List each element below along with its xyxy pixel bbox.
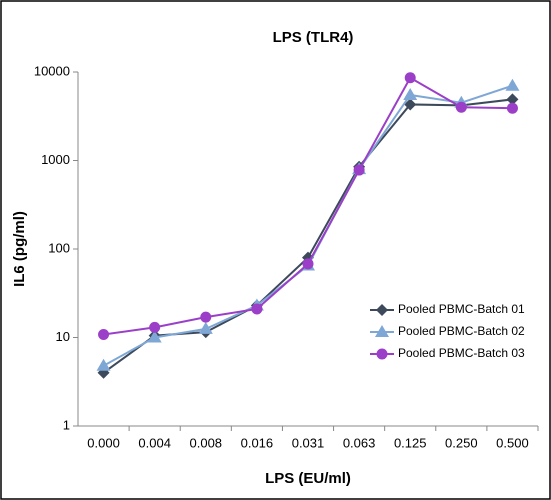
marker xyxy=(455,101,467,113)
marker xyxy=(98,329,110,341)
marker xyxy=(403,87,418,100)
y-tick-label: 10 xyxy=(56,329,70,344)
x-tick-label: 0.000 xyxy=(87,435,120,450)
marker xyxy=(506,93,519,106)
marker xyxy=(505,78,520,91)
x-tick-label: 0.004 xyxy=(138,435,171,450)
y-axis-label: IL6 (pg/ml) xyxy=(11,211,28,287)
marker xyxy=(198,321,213,334)
legend-label: Pooled PBMC-Batch 02 xyxy=(398,324,525,338)
y-tick-label: 10000 xyxy=(34,63,70,78)
y-tick-label: 1000 xyxy=(41,152,70,167)
x-tick-label: 0.500 xyxy=(496,435,529,450)
x-tick-label: 0.031 xyxy=(292,435,325,450)
x-tick-label: 0.008 xyxy=(190,435,223,450)
y-tick-label: 100 xyxy=(48,240,70,255)
marker xyxy=(147,330,162,343)
x-tick-label: 0.250 xyxy=(445,435,478,450)
marker xyxy=(376,348,388,360)
x-tick-label: 0.016 xyxy=(241,435,274,450)
marker xyxy=(251,303,263,315)
x-axis-label: LPS (EU/ml) xyxy=(265,470,351,487)
marker xyxy=(353,164,365,176)
marker xyxy=(149,321,161,333)
marker xyxy=(404,98,417,111)
y-tick-label: 1 xyxy=(63,417,70,432)
legend-label: Pooled PBMC-Batch 01 xyxy=(398,302,525,316)
marker xyxy=(376,304,388,316)
marker xyxy=(200,311,212,323)
legend-label: Pooled PBMC-Batch 03 xyxy=(398,346,525,360)
marker xyxy=(375,325,389,337)
marker xyxy=(302,258,314,270)
marker xyxy=(506,102,518,114)
x-tick-label: 0.125 xyxy=(394,435,427,450)
marker xyxy=(96,358,111,371)
marker xyxy=(404,72,416,84)
x-tick-label: 0.063 xyxy=(343,435,376,450)
chart-title: LPS (TLR4) xyxy=(273,29,354,46)
